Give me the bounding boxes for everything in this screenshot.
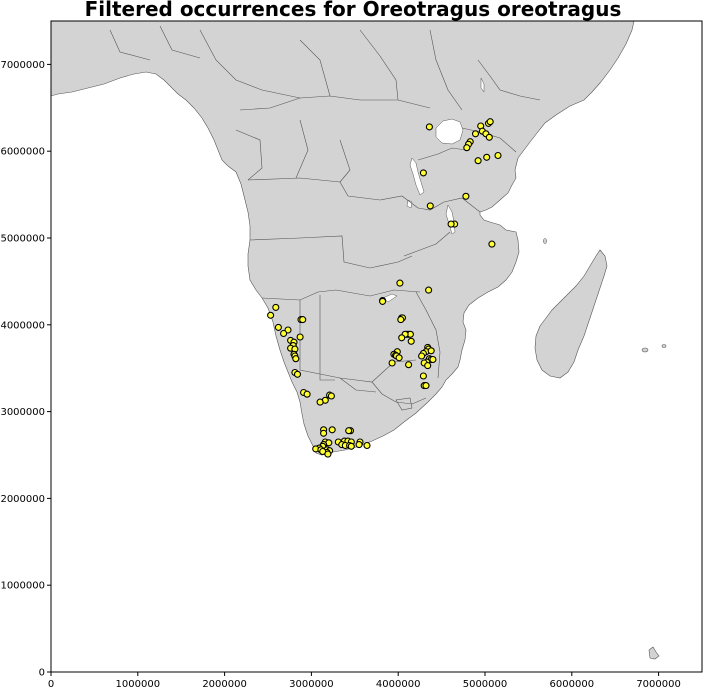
occurrence-point: [293, 370, 302, 378]
y-tick-label: 1000000: [0, 581, 45, 592]
africa-landmass: [51, 21, 635, 456]
x-tick-label: 7000000: [636, 679, 681, 690]
y-tick-label: 4000000: [0, 320, 45, 331]
occurrence-point: [345, 427, 353, 435]
occurrence-point: [379, 297, 387, 305]
x-tick-label: 6000000: [550, 679, 595, 690]
lake-turkana: [480, 77, 485, 93]
occurrence-point: [363, 441, 371, 450]
occurrence-point: [407, 337, 415, 345]
occurrence-point: [422, 382, 430, 390]
y-tick-label: 0: [39, 668, 45, 679]
occurrence-point: [272, 303, 280, 311]
x-tick-label: 4000000: [376, 679, 421, 690]
x-tick-label: 2000000: [202, 679, 247, 690]
occurrence-point: [299, 316, 307, 324]
y-tick-label: 5000000: [0, 234, 45, 245]
y-tick-label: 2000000: [0, 494, 45, 505]
occurrence-point: [462, 192, 470, 200]
occurrence-point: [397, 316, 405, 324]
occurrence-point: [347, 442, 355, 450]
x-tick-label: 3000000: [289, 679, 334, 690]
occurrence-point: [474, 157, 482, 165]
small-island: [543, 238, 547, 244]
lake-victoria: [435, 118, 464, 145]
occurrence-point: [327, 392, 335, 400]
map-title: Filtered occurrences for Oreotragus oreo…: [84, 0, 622, 21]
mauritius-island: [661, 344, 667, 348]
lake-tanganyika: [409, 157, 425, 196]
occurrence-point: [483, 153, 491, 161]
occurrence-point: [280, 329, 288, 338]
occurrence-point: [425, 286, 433, 294]
occurrence-point: [424, 362, 432, 370]
occurrence-points: [267, 118, 502, 458]
occurrence-point: [427, 347, 435, 355]
marion-island: [648, 646, 660, 660]
occurrence-point: [296, 333, 304, 341]
occurrence-point: [405, 361, 413, 369]
occurrence-point: [486, 118, 494, 126]
basemap: [51, 21, 667, 660]
y-tick-label: 3000000: [0, 407, 45, 418]
occurrence-point: [395, 354, 403, 362]
y-tick-label: 6000000: [0, 147, 45, 158]
occurrence-point: [419, 169, 427, 177]
occurrence-point: [388, 359, 396, 367]
country-borders: [109, 25, 541, 411]
occurrence-point: [320, 429, 328, 437]
madagascar-island: [534, 249, 608, 379]
occurrence-point: [463, 144, 471, 152]
x-tick-label: 0: [48, 679, 54, 690]
occurrence-point: [267, 311, 275, 319]
occurrence-point: [426, 202, 434, 210]
occurrence-point: [429, 355, 437, 364]
occurrence-point: [316, 398, 324, 406]
x-tick-label: 5000000: [463, 679, 508, 690]
y-tick-label: 7000000: [0, 60, 45, 71]
occurrence-point: [396, 279, 404, 287]
comoros-island: [641, 347, 649, 353]
occurrence-point: [488, 240, 496, 248]
lake-mweru: [406, 199, 413, 209]
occurrence-point: [485, 133, 493, 141]
occurrence-point: [303, 390, 311, 398]
x-tick-label: 1000000: [116, 679, 161, 690]
occurrence-point: [419, 372, 427, 380]
occurrence-point: [355, 441, 363, 449]
axis-ticks: 0 1000000 2000000 3000000 4000000 5000000 6000…: [0, 60, 680, 690]
occurrence-point: [324, 450, 332, 458]
occurrence-point: [418, 352, 426, 360]
occurrence-point: [292, 355, 300, 363]
occurrence-point: [471, 130, 480, 138]
occurrence-point: [328, 426, 336, 434]
occurrence-point: [494, 151, 502, 160]
occurrence-point: [274, 323, 282, 331]
occurrence-point: [398, 334, 406, 342]
axes-frame: [50, 20, 703, 673]
lake-kariba: [382, 293, 398, 303]
occurrence-point: [425, 123, 433, 131]
occurrence-point: [447, 220, 455, 228]
